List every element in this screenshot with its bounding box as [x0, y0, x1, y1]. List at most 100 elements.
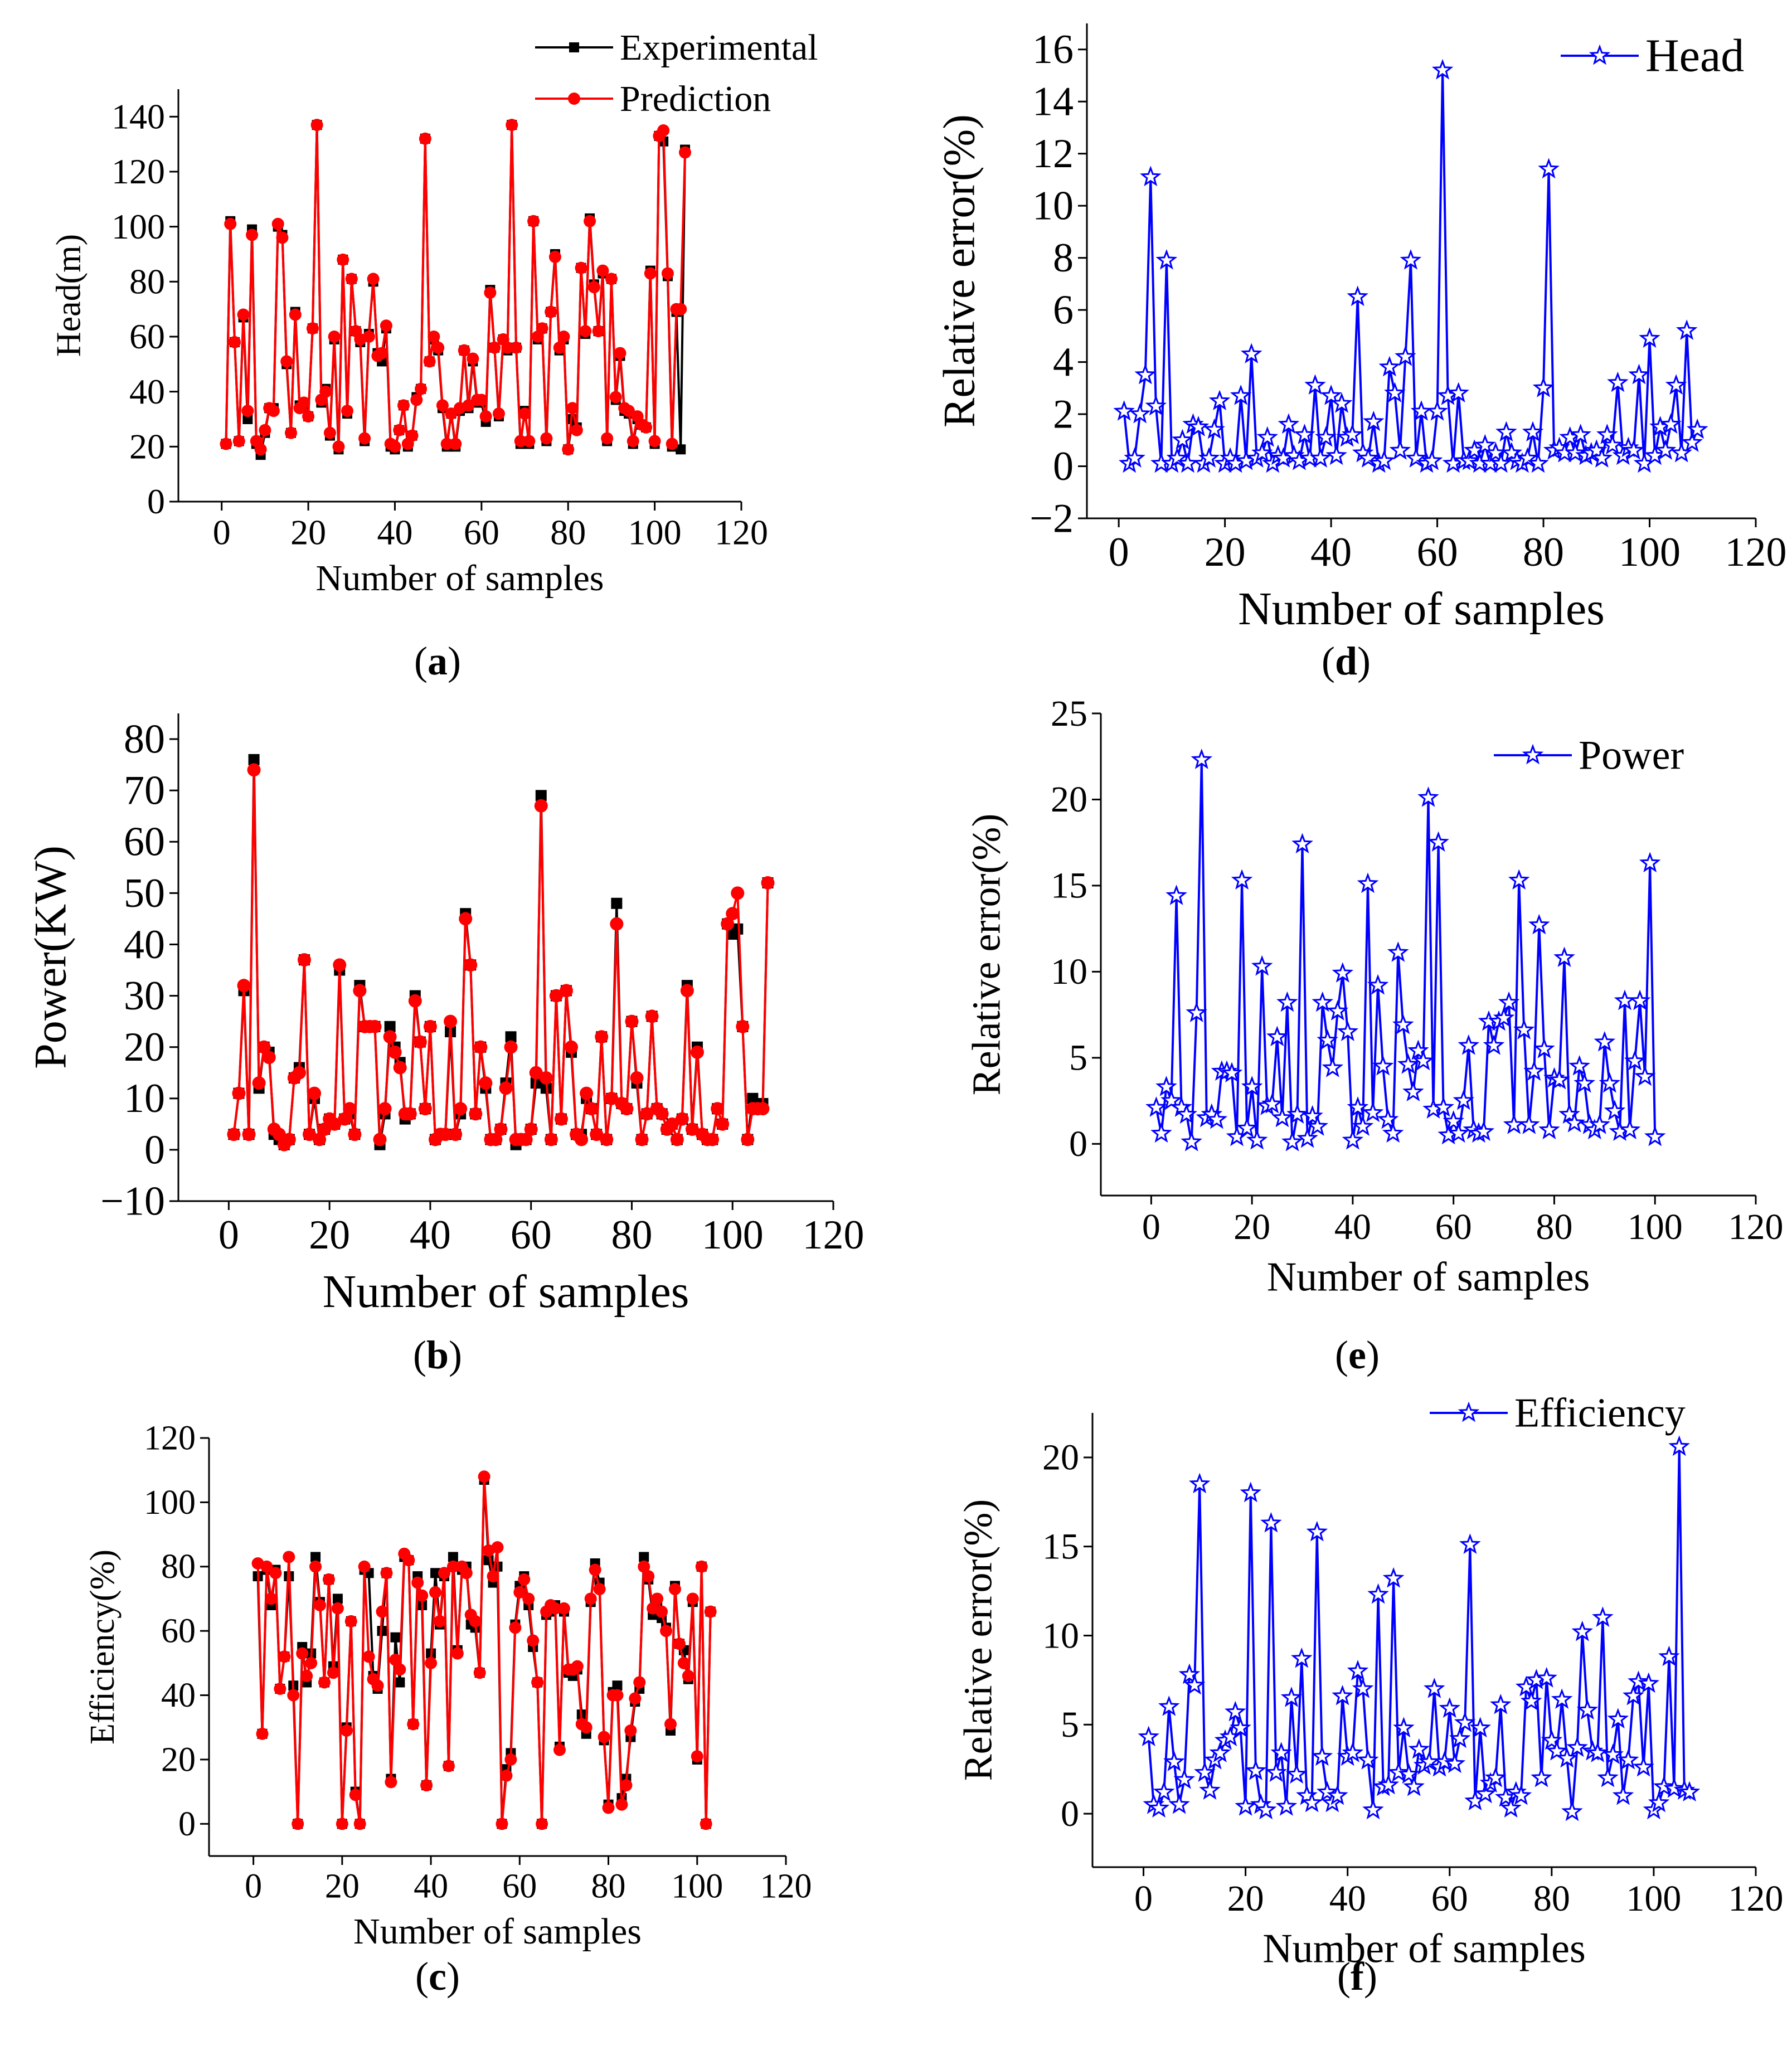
x-tick-label: 0	[245, 1868, 262, 1906]
data-point	[1158, 1695, 1180, 1716]
y-tick-label: 80	[124, 716, 165, 762]
data-point	[388, 1045, 402, 1059]
data-point	[680, 984, 694, 998]
x-tick-label: 20	[1233, 1207, 1270, 1247]
data-point	[1312, 991, 1333, 1012]
data-point	[1124, 447, 1145, 468]
data-point	[272, 1128, 286, 1141]
data-point	[544, 1133, 558, 1146]
data-point	[595, 1030, 609, 1044]
data-point	[1255, 1799, 1277, 1820]
data-point	[1483, 1034, 1505, 1055]
data-point	[241, 405, 254, 417]
data-point	[620, 1102, 634, 1116]
data-point	[1320, 385, 1342, 405]
data-point	[1347, 1660, 1369, 1680]
data-point	[584, 1592, 597, 1605]
data-point	[1278, 413, 1300, 434]
data-point	[1256, 426, 1279, 447]
data-point	[1145, 1096, 1167, 1117]
data-point	[1566, 1736, 1588, 1757]
data-point	[449, 438, 462, 450]
data-point	[1520, 1690, 1542, 1711]
data-point	[592, 325, 605, 338]
y-tick-label: 20	[124, 1024, 165, 1070]
data-point	[309, 1560, 322, 1573]
data-point	[297, 953, 311, 967]
data-point	[385, 1776, 397, 1789]
data-point	[570, 424, 583, 436]
y-tick-label: 5	[1069, 1038, 1087, 1078]
data-point	[384, 1021, 396, 1032]
y-tick-label: −10	[100, 1178, 165, 1224]
data-point	[1533, 1038, 1555, 1058]
data-point	[690, 1045, 704, 1059]
data-point	[1568, 1055, 1591, 1076]
data-point	[278, 1650, 291, 1663]
data-point	[510, 341, 522, 354]
data-point	[229, 336, 241, 348]
data-point	[390, 1632, 401, 1643]
data-point	[1178, 1663, 1201, 1684]
y-tick-label: 80	[129, 261, 165, 301]
data-point	[376, 347, 388, 359]
data-point	[1316, 1781, 1338, 1802]
data-point	[442, 1760, 455, 1772]
data-point	[513, 1586, 526, 1599]
data-point	[380, 319, 392, 332]
y-tick-label: 70	[124, 768, 165, 814]
data-point	[1251, 955, 1273, 976]
data-point	[1591, 447, 1613, 468]
data-point	[397, 399, 410, 412]
data-point	[260, 1560, 273, 1573]
panel-letter: (e)	[1335, 1333, 1380, 1377]
data-point	[265, 1592, 278, 1605]
y-tick-label: 100	[144, 1484, 196, 1522]
data-point	[1176, 1103, 1198, 1124]
data-point	[318, 1123, 332, 1136]
data-point	[1629, 989, 1651, 1010]
data-point	[557, 1602, 570, 1615]
y-tick-label: 14	[1032, 79, 1074, 125]
x-tick-label: 80	[1523, 529, 1564, 575]
data-point	[1612, 1784, 1634, 1805]
data-point	[430, 1568, 441, 1578]
data-point	[605, 1091, 619, 1105]
data-point	[1286, 1103, 1308, 1124]
data-point	[1332, 1684, 1353, 1706]
data-point	[358, 432, 371, 445]
data-point	[1634, 1065, 1656, 1086]
data-point	[494, 1123, 508, 1136]
data-point	[220, 438, 232, 450]
data-point	[1245, 1760, 1267, 1780]
data-point	[1363, 410, 1385, 431]
data-point	[686, 1592, 699, 1605]
data-point	[1434, 1751, 1455, 1771]
data-point	[1448, 1122, 1469, 1143]
data-point	[1453, 1089, 1475, 1110]
data-point	[1330, 392, 1353, 413]
x-tick-label: 80	[591, 1868, 626, 1906]
legend-label: Power	[1579, 732, 1684, 778]
data-point	[380, 1567, 393, 1580]
data-point	[602, 1801, 615, 1814]
data-point	[1681, 431, 1703, 452]
data-point	[1548, 1068, 1570, 1090]
data-point	[1225, 1701, 1246, 1722]
data-point	[1449, 1727, 1471, 1748]
data-point	[1653, 1775, 1675, 1796]
data-point	[1332, 962, 1354, 983]
data-point	[322, 1573, 335, 1586]
data-point	[1563, 1112, 1585, 1133]
data-point	[682, 1669, 695, 1682]
data-point	[1510, 1784, 1532, 1805]
data-point	[394, 1663, 406, 1676]
data-point	[388, 440, 401, 453]
data-point	[1495, 421, 1517, 442]
data-point	[1531, 1766, 1552, 1787]
y-tick-label: 120	[144, 1419, 196, 1457]
x-axis-label: Number of samples	[1262, 1926, 1586, 1972]
y-tick-label: 10	[1051, 951, 1087, 992]
series-efficiency	[1138, 1435, 1701, 1821]
data-point	[318, 1676, 331, 1689]
